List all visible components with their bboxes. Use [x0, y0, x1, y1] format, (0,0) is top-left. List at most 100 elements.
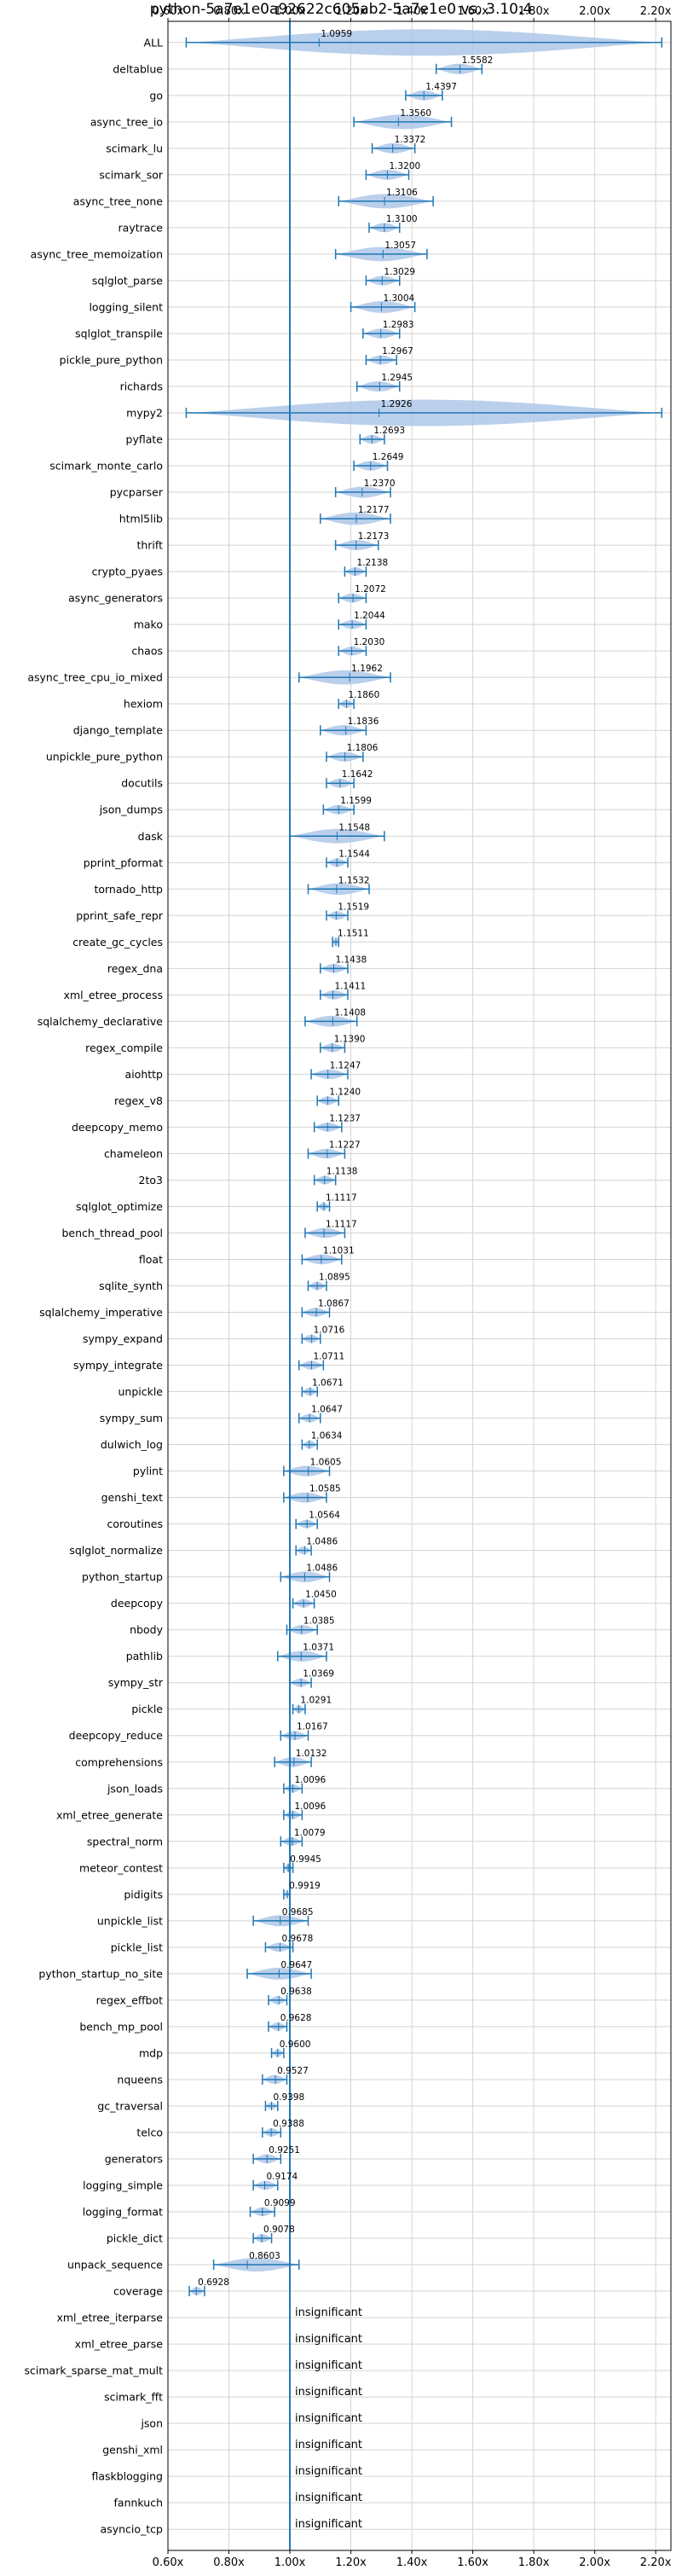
value-label: 1.0486 [306, 1564, 338, 1574]
value-label: 1.3106 [386, 188, 418, 198]
value-label: 1.2983 [383, 320, 414, 330]
value-label: 1.1117 [326, 1192, 357, 1203]
benchmark-label: deltablue [113, 62, 163, 75]
value-label: 1.0096 [294, 1801, 326, 1812]
benchmark-label: mypy2 [126, 407, 163, 420]
value-label: 1.1532 [338, 875, 370, 885]
benchmark-label: telco [136, 2126, 163, 2138]
benchmark-label: bench_thread_pool [61, 1227, 163, 1239]
value-label: 1.0132 [296, 1749, 327, 1759]
benchmark-label: fannkuch [114, 2497, 163, 2509]
benchmark-label: pprint_safe_repr [76, 909, 164, 922]
value-label: 1.1240 [329, 1087, 361, 1097]
benchmark-label: pickle [131, 1703, 163, 1715]
benchmark-label: pathlib [126, 1650, 163, 1662]
benchmark-label: coroutines [107, 1517, 163, 1530]
benchmark-label: regex_effbot [96, 1993, 163, 2006]
value-label: 1.0564 [309, 1511, 340, 1521]
benchmark-label: tornado_http [94, 883, 163, 896]
insignificant-label: insignificant [295, 2306, 362, 2319]
benchmark-label: pidigits [124, 1888, 163, 1900]
value-label: 1.0385 [303, 1616, 335, 1627]
value-label: 1.1438 [335, 954, 367, 965]
benchmark-label: json [140, 2417, 163, 2430]
x-tick-label-bottom: 0.60x [153, 2556, 184, 2569]
range-bars [185, 37, 663, 2297]
value-label: 1.2693 [373, 426, 405, 436]
benchmark-label: unpack_sequence [67, 2259, 163, 2271]
benchmark-label: docutils [121, 777, 163, 790]
benchmark-labels: ALL deltablue go async_tree_io scimark_lusci… [25, 36, 164, 2535]
benchmark-label: sympy_expand [83, 1332, 163, 1345]
plot-frame [167, 20, 672, 2551]
value-label: 0.9099 [264, 2198, 296, 2208]
benchmark-label: create_gc_cycles [72, 936, 163, 949]
value-label: 1.0486 [306, 1537, 338, 1547]
benchmark-label: sqlglot_optimize [76, 1200, 163, 1213]
benchmark-label: json_loads [107, 1782, 163, 1795]
x-tick-label-bottom: 1.60x [457, 2556, 488, 2569]
benchmark-label: unpickle_list [97, 1914, 163, 1927]
value-label: 0.9685 [282, 1907, 314, 1917]
x-tick-label-top: 1.40x [396, 5, 428, 18]
x-tick-label-bottom: 0.80x [213, 2556, 245, 2569]
value-label: 1.2030 [354, 637, 385, 647]
benchmark-label: sqlalchemy_imperative [39, 1306, 163, 1319]
x-tick-label-top: 0.60x [153, 5, 184, 18]
x-tick-label-top: 2.20x [640, 5, 672, 18]
value-label: 1.2945 [381, 373, 413, 383]
benchmark-label: spectral_norm [87, 1835, 163, 1848]
value-labels: 1.0959 1.5582 1.4397 1.3560 1.3372 1.3200 1.31… [198, 29, 493, 2531]
violins [186, 29, 662, 2295]
benchmark-label: genshi_xml [102, 2444, 163, 2457]
x-tick-label-bottom: 1.20x [335, 2556, 367, 2569]
benchmark-label: chaos [131, 645, 163, 658]
value-label: 0.9527 [277, 2066, 309, 2076]
benchmark-label: pycparser [110, 486, 164, 499]
benchmark-label: xml_etree_generate [56, 1808, 163, 1821]
benchmark-label: regex_dna [107, 962, 163, 975]
value-label: 1.0671 [312, 1378, 344, 1389]
value-label: 0.9628 [280, 2013, 312, 2023]
value-label: 1.2926 [381, 399, 413, 409]
value-label: 1.0634 [311, 1431, 343, 1442]
value-label: 1.3372 [395, 135, 426, 145]
value-label: 1.1599 [340, 796, 372, 806]
insignificant-label: insignificant [295, 2492, 362, 2504]
value-label: 1.3057 [384, 241, 416, 251]
benchmark-label: sympy_str [108, 1676, 164, 1689]
value-label: 1.2072 [355, 584, 386, 595]
insignificant-label: insignificant [295, 2359, 362, 2372]
value-label: 0.9174 [266, 2172, 298, 2182]
value-label: 0.9388 [273, 2119, 304, 2129]
grid-lines [167, 21, 671, 2550]
value-label: 1.1117 [326, 1219, 357, 1229]
benchmark-label: json_dumps [99, 804, 163, 816]
benchmark-label: logging_format [83, 2206, 163, 2219]
benchmark-label: pickle_dict [107, 2232, 163, 2245]
value-label: 1.0647 [311, 1405, 343, 1415]
insignificant-label: insignificant [295, 2412, 362, 2425]
benchmark-label: 2to3 [139, 1174, 163, 1186]
benchmark-label: django_template [73, 724, 164, 737]
benchmark-label: unpickle_pure_python [46, 751, 163, 763]
value-label: 1.0867 [318, 1299, 350, 1309]
benchmark-label: async_tree_io [90, 115, 163, 128]
value-label: 1.2138 [356, 558, 388, 568]
insignificant-label: insignificant [295, 2439, 362, 2451]
x-axis-bottom: 0.60x 0.80x 1.00x 1.20x 1.40x 1.60x 1.80x 2.00x… [153, 2550, 672, 2569]
benchmark-label: thrift [136, 539, 163, 552]
value-label: 1.0585 [309, 1484, 341, 1494]
value-label: 1.0371 [303, 1643, 334, 1653]
value-label: 1.0711 [313, 1352, 344, 1362]
benchmark-label: xml_etree_process [64, 989, 163, 1001]
x-tick-label-top: 1.00x [275, 5, 306, 18]
benchmark-label: chameleon [104, 1147, 163, 1160]
value-label: 1.0167 [297, 1722, 328, 1732]
benchmark-label: mdp [139, 2046, 163, 2059]
insignificant-label: insignificant [295, 2333, 362, 2346]
benchmark-label: xml_etree_iterparse [56, 2312, 163, 2324]
insignificant-label: insignificant [295, 2386, 362, 2399]
x-tick-label-bottom: 1.40x [396, 2556, 428, 2569]
